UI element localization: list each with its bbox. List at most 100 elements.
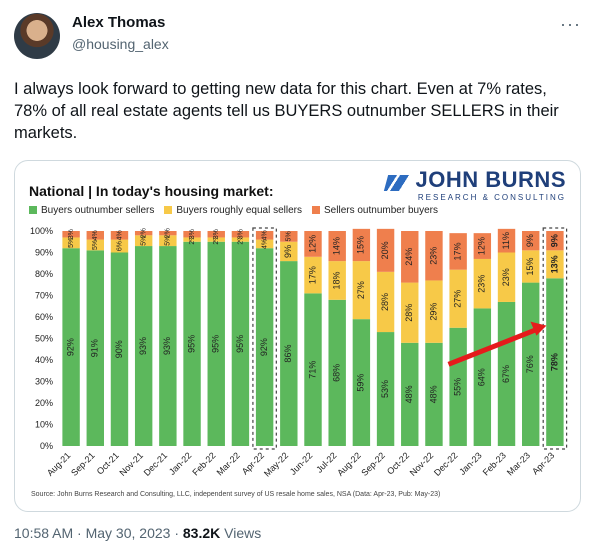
bar-value-label: 5%	[68, 238, 75, 248]
bar-value-label: 23%	[501, 268, 511, 286]
x-tick-label: Sep-21	[69, 450, 97, 478]
bar-value-label: 15%	[525, 257, 535, 275]
bar-value-label: 11%	[501, 232, 511, 249]
bar-segment	[207, 231, 225, 238]
bar-value-label: 95%	[211, 335, 221, 353]
bar-segment	[352, 319, 371, 446]
bar-value-label: 48%	[404, 385, 414, 403]
tweet-text: I always look forward to getting new dat…	[14, 80, 559, 142]
x-tick-label: Aug-21	[45, 450, 73, 478]
bar-segment	[183, 231, 201, 238]
bar-segment	[546, 250, 564, 279]
bar-segment	[110, 239, 129, 253]
x-tick-label: Mar-22	[215, 450, 242, 477]
bar-segment	[86, 250, 104, 446]
y-tick-label: 80%	[35, 269, 53, 279]
bar-segment	[280, 241, 298, 262]
bar-segment	[255, 248, 274, 446]
bar-value-label: 29%	[428, 303, 438, 321]
bar-segment	[449, 233, 467, 270]
bar-segment	[352, 261, 371, 320]
bar-value-label: 71%	[307, 361, 317, 379]
bar-value-label: 4%	[116, 230, 123, 240]
bar-segment	[497, 252, 516, 302]
more-icon[interactable]: ···	[560, 14, 581, 34]
bar-segment	[134, 235, 153, 247]
bar-value-label: 3%	[68, 229, 75, 239]
bar-value-label: 9%	[283, 245, 293, 258]
y-tick-label: 0%	[40, 441, 53, 451]
avatar[interactable]	[14, 13, 60, 59]
chart-title: National | In today's housing market:	[29, 183, 274, 199]
bar-value-label: 6%	[116, 241, 123, 251]
x-tick-label: Mar-23	[505, 450, 532, 477]
bar-segment	[522, 250, 540, 283]
bar-segment	[473, 258, 492, 309]
bar-value-label: 67%	[501, 365, 511, 383]
brand-mark-icon	[383, 174, 412, 191]
bar-segment	[328, 261, 346, 300]
bar-segment	[401, 342, 419, 446]
chart-image[interactable]: National | In today's housing market: JO…	[14, 160, 581, 512]
x-tick-label: Oct-21	[95, 450, 121, 476]
bar-value-label: 2%	[165, 228, 172, 238]
bar-segment	[231, 231, 250, 238]
bar-value-label: 4%	[261, 239, 268, 249]
bar-segment	[231, 237, 250, 242]
bar-segment	[546, 231, 564, 251]
legend-item-sellers-outnumber: Sellers outnumber buyers	[312, 205, 438, 216]
y-tick-label: 90%	[35, 248, 53, 258]
bar-value-label: 55%	[453, 378, 463, 396]
x-tick-label: Nov-22	[408, 450, 436, 478]
bar-segment	[497, 228, 516, 253]
brand-subtitle: RESEARCH & CONSULTING	[417, 193, 566, 202]
chart-source: Source: John Burns Research and Consulti…	[31, 491, 441, 498]
brand-logo: JOHN BURNS RESEARCH & CONSULTING	[383, 167, 566, 202]
y-tick-label: 10%	[35, 420, 53, 430]
stacked-bar-chart: 0%10%20%30%40%50%60%70%80%90%100%92%5%3%…	[30, 226, 568, 479]
bar-value-label: 2%	[141, 228, 148, 238]
bar-value-label: 93%	[138, 337, 148, 355]
bar-value-label: 4%	[261, 230, 268, 240]
bar-segment	[207, 241, 225, 446]
bar-value-label: 95%	[186, 335, 196, 353]
bar-value-label: 18%	[332, 271, 342, 289]
bar-value-label: 92%	[65, 338, 75, 356]
tweet-meta: 10:58 AM · May 30, 2023 · 83.2K Views	[14, 525, 261, 541]
bar-segment	[110, 252, 129, 446]
x-tick-label: Sep-22	[359, 450, 387, 478]
x-tick-label: May-22	[262, 450, 290, 478]
bar-value-label: 12%	[477, 237, 487, 255]
bar-segment	[110, 231, 129, 240]
trend-arrow-head	[530, 321, 547, 336]
bar-value-label: 5%	[286, 231, 293, 241]
author-handle[interactable]: @housing_alex	[72, 36, 169, 52]
bar-segment	[522, 231, 540, 251]
bar-segment	[449, 269, 467, 328]
bar-segment	[183, 241, 201, 446]
bar-segment	[425, 280, 443, 343]
x-tick-label: Apr-23	[530, 450, 556, 476]
y-tick-label: 40%	[35, 355, 53, 365]
bar-segment	[255, 239, 274, 249]
bar-value-label: 92%	[259, 338, 269, 356]
author-name[interactable]: Alex Thomas	[72, 14, 166, 31]
bar-value-label: 2%	[189, 235, 196, 245]
x-tick-label: Dec-22	[432, 450, 460, 478]
bar-segment	[376, 332, 395, 446]
bar-segment	[328, 299, 346, 446]
y-tick-label: 20%	[35, 398, 53, 408]
tweet-time[interactable]: 10:58 AM · May 30, 2023 ·	[14, 525, 183, 541]
bar-value-label: 24%	[404, 248, 414, 266]
bar-segment	[159, 235, 177, 247]
bar-segment	[376, 271, 395, 333]
bar-segment	[231, 241, 250, 446]
x-tick-label: Feb-23	[481, 450, 508, 477]
bar-segment	[546, 278, 564, 446]
bar-value-label: 86%	[283, 345, 293, 363]
bar-segment	[401, 282, 419, 343]
y-tick-label: 50%	[35, 334, 53, 344]
bar-value-label: 27%	[453, 290, 463, 308]
bar-segment	[473, 233, 492, 259]
bar-value-label: 15%	[356, 236, 366, 254]
